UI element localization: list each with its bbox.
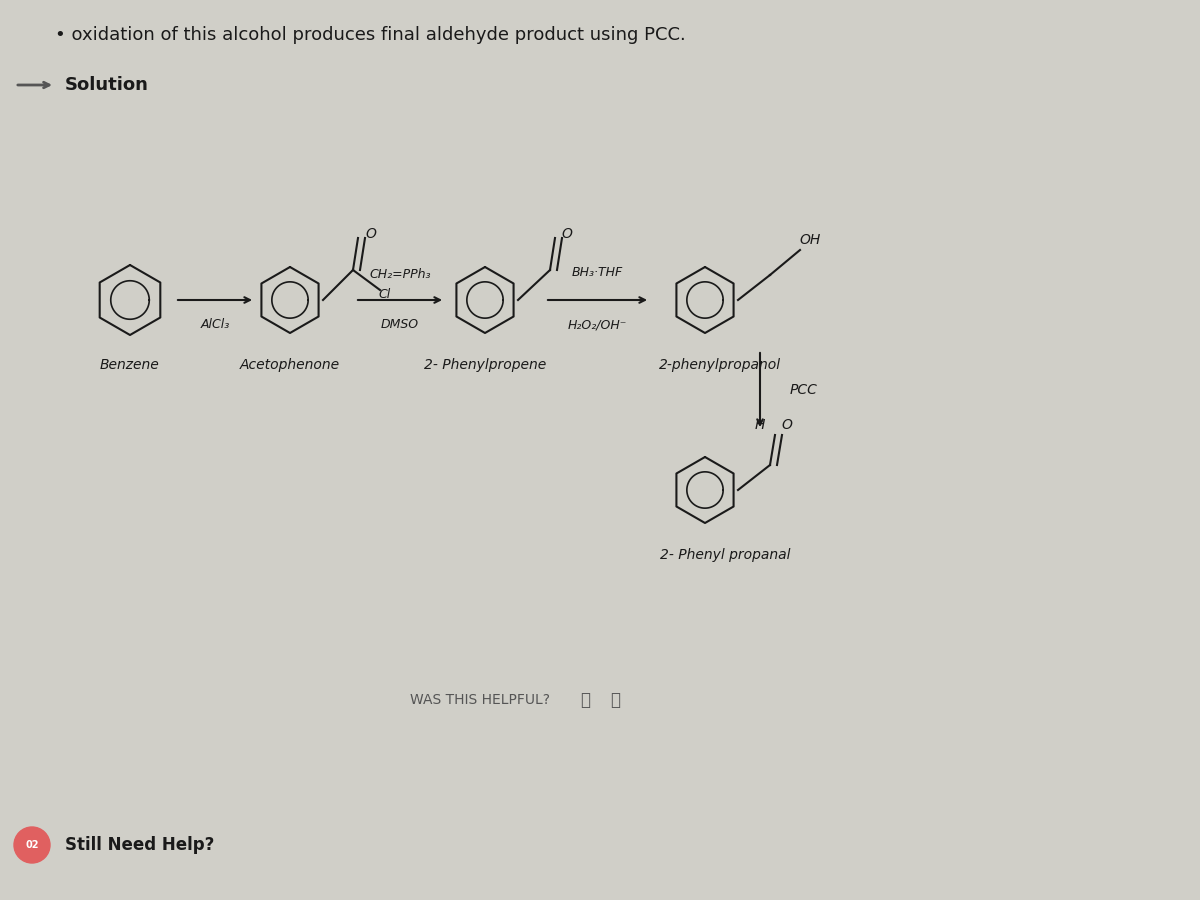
Circle shape (14, 827, 50, 863)
Text: H: H (755, 418, 766, 432)
Text: Benzene: Benzene (100, 358, 160, 372)
Text: O: O (366, 227, 377, 241)
Text: DMSO: DMSO (380, 319, 419, 331)
Text: H₂O₂/OH⁻: H₂O₂/OH⁻ (568, 319, 628, 331)
Text: CH₂=PPh₃: CH₂=PPh₃ (370, 268, 431, 282)
Text: O: O (562, 227, 572, 241)
Text: WAS THIS HELPFUL?: WAS THIS HELPFUL? (410, 693, 550, 707)
Text: 👎: 👎 (610, 691, 620, 709)
Text: Solution: Solution (65, 76, 149, 94)
Text: O: O (781, 418, 792, 432)
Text: 2-phenylpropanol: 2-phenylpropanol (659, 358, 781, 372)
Text: OH: OH (799, 233, 821, 247)
Text: BH₃·THF: BH₃·THF (572, 266, 623, 278)
Text: 👍: 👍 (580, 691, 590, 709)
Text: Acetophenone: Acetophenone (240, 358, 340, 372)
Text: PCC: PCC (790, 383, 818, 397)
Text: 2- Phenyl propanal: 2- Phenyl propanal (660, 548, 791, 562)
Text: Still Need Help?: Still Need Help? (65, 836, 215, 854)
Text: 02: 02 (25, 840, 38, 850)
Text: AlCl₃: AlCl₃ (200, 319, 229, 331)
Text: Cl: Cl (379, 289, 391, 302)
Text: 2- Phenylpropene: 2- Phenylpropene (424, 358, 546, 372)
Text: • oxidation of this alcohol produces final aldehyde product using PCC.: • oxidation of this alcohol produces fin… (55, 26, 685, 44)
